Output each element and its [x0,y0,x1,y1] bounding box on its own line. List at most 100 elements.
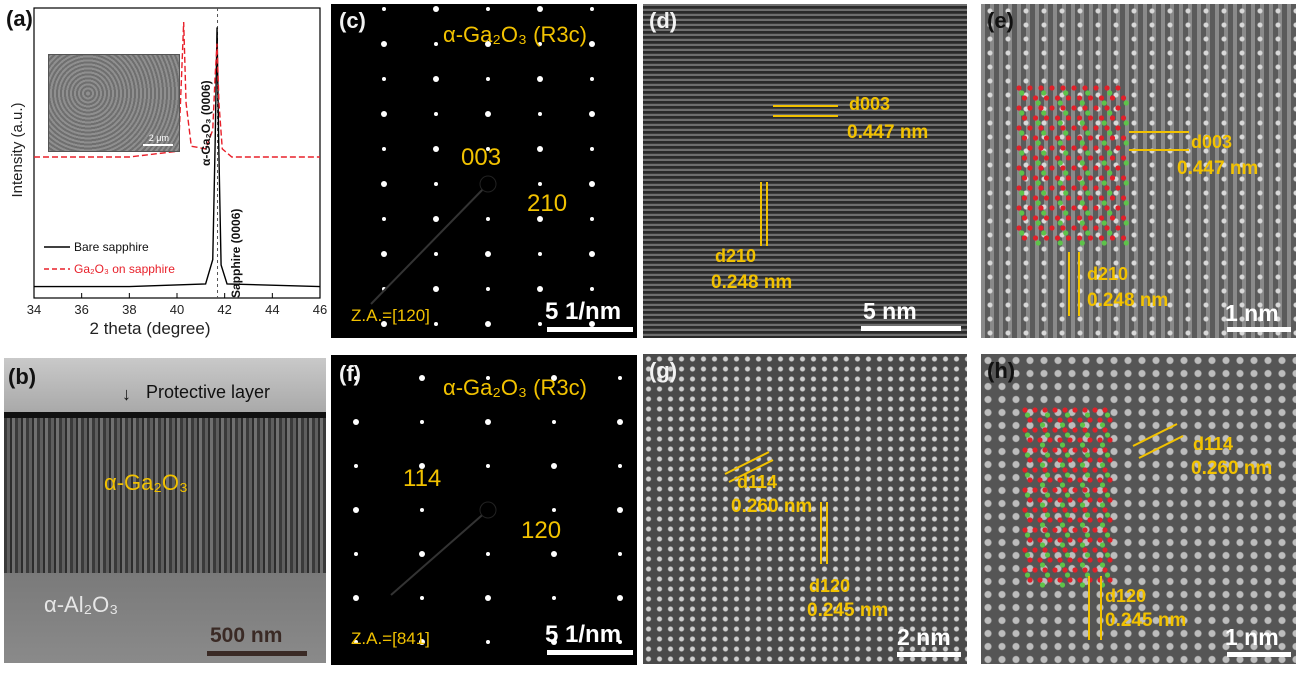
gallium-atom [1104,412,1111,418]
oxygen-atom [1067,577,1073,583]
oxygen-atom [1049,165,1055,171]
oxygen-atom [1109,95,1116,101]
oxygen-atom [1022,547,1028,553]
gallium-atom [1024,432,1031,438]
oxygen-atom [1021,95,1028,101]
gallium-atom [1107,150,1113,156]
gallium-atom [1101,120,1107,126]
gallium-atom [1099,522,1106,528]
diffraction-spot [433,286,439,292]
oxygen-atom [1097,517,1103,523]
diffraction-spot [538,182,542,186]
diffraction-spot [353,595,359,601]
oxygen-atom [1071,145,1077,151]
diffraction-spot [434,182,438,186]
legend-label-ga2o3: Ga₂O₃ on sapphire [74,262,175,276]
oxygen-atom [1115,145,1121,151]
oxygen-atom [1043,115,1050,121]
scale-label-c: 5 1/nm [545,298,622,325]
diffraction-spot [419,551,425,557]
diffraction-spot [589,321,595,327]
oxygen-atom [1057,577,1063,583]
oxygen-atom [1065,155,1072,161]
oxygen-atom [1082,105,1088,111]
oxygen-atom [1076,195,1083,201]
beam-stopper-tip [479,175,497,193]
oxygen-atom [1047,457,1053,463]
scale-label-b: 500 nm [210,624,283,647]
spot-label-210: 210 [527,190,568,217]
oxygen-atom [1043,195,1050,201]
diffraction-spot [551,463,557,469]
diffraction-spot [590,7,594,11]
diffraction-spot [420,508,424,512]
d-spacing-value-d2: 0.248 nm [711,272,793,293]
oxygen-atom [1042,547,1048,553]
oxygen-atom [1097,537,1103,543]
gallium-atom [1123,180,1129,186]
gallium-atom [1057,160,1063,166]
oxygen-atom [1032,487,1038,493]
gallium-atom [1063,210,1069,216]
diffraction-spot [617,507,623,513]
oxygen-atom [1082,407,1088,413]
gallium-atom [1041,150,1047,156]
protective-layer-label: Protective layer [146,382,271,402]
oxygen-atom [1032,135,1039,141]
atomic-model-e [1016,85,1129,246]
gallium-atom [1044,412,1051,418]
gallium-atom [1079,140,1085,146]
gallium-atom [1085,130,1091,136]
oxygen-atom [1042,567,1048,573]
diffraction-spot [537,76,543,82]
gallium-atom [1024,472,1031,478]
oxygen-atom [1032,215,1039,221]
oxygen-atom [1082,487,1088,493]
oxygen-atom [1067,517,1073,523]
gallium-atom [1084,552,1091,558]
diffraction-spot [590,77,594,81]
scale-bar-c [547,327,633,332]
oxygen-atom [1102,487,1108,493]
annotation-ga2o3-peak: α-Ga₂O₃ (0006) [199,80,213,166]
oxygen-atom [1092,407,1098,413]
oxygen-atom [1082,547,1088,553]
oxygen-atom [1107,537,1113,543]
beam-stopper [370,183,489,305]
diffraction-spot [589,41,595,47]
oxygen-atom [1047,497,1053,503]
oxygen-atom [1032,155,1039,161]
oxygen-atom [1057,437,1063,443]
oxygen-atom [1076,215,1083,221]
oxygen-atom [1082,427,1088,433]
diffraction-spot [381,251,387,257]
gallium-atom [1107,170,1113,176]
oxygen-atom [1052,447,1058,453]
oxygen-atom [1067,537,1073,543]
gallium-atom [1079,180,1085,186]
gallium-atom [1057,120,1063,126]
gallium-atom [1019,210,1025,216]
oxygen-atom [1054,175,1061,181]
oxygen-atom [1082,125,1088,131]
diffraction-spot [433,146,439,152]
diffraction-spot [485,595,491,601]
oxygen-atom [1093,85,1099,91]
oxygen-atom [1065,215,1072,221]
oxygen-atom [1065,135,1072,141]
oxygen-atom [1087,457,1093,463]
oxygen-atom [1022,507,1028,513]
gallium-atom [1041,110,1047,116]
tem-cross-section-panel: (b) Protective layer ↓ α-Ga₂O₃ α-Al₂O₃ 5… [4,358,326,663]
oxygen-atom [1062,547,1068,553]
oxygen-atom [1021,115,1028,121]
oxygen-atom [1087,557,1093,563]
lattice-marks-e [1068,131,1189,316]
gallium-atom [1099,462,1106,468]
oxygen-atom [1054,155,1061,161]
lattice-marks-d [760,105,838,246]
atomic-model-h [1022,407,1113,588]
oxygen-atom [1057,557,1063,563]
gallium-atom [1035,240,1041,246]
gallium-atom [1019,110,1025,116]
